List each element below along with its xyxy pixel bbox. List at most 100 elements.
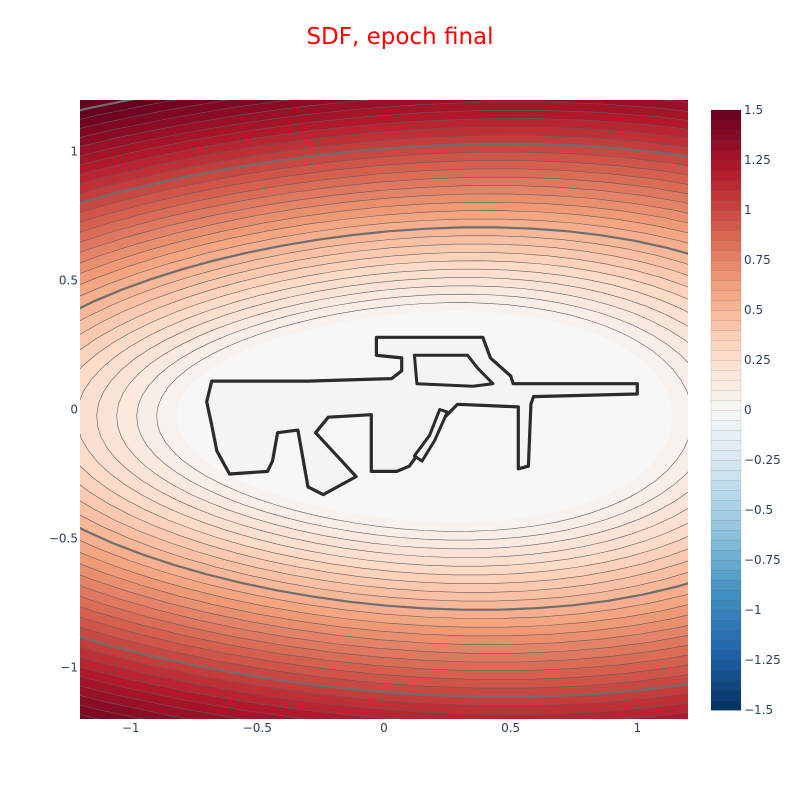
colorbar-band [710,539,742,551]
colorbar-band [710,169,742,181]
colorbar-tick-label: 0.75 [744,253,771,267]
x-tick-label: 0 [380,721,388,735]
colorbar-band [710,339,742,351]
x-tick-label: −0.5 [243,721,272,735]
colorbar-band [710,239,742,251]
y-tick-label: −1 [60,660,78,674]
colorbar-band [710,489,742,501]
zero-level-contour-hole [412,408,449,463]
colorbar [710,109,742,711]
colorbar-band [710,649,742,661]
contour-line [136,293,688,541]
colorbar-tick-label: −1.5 [744,703,773,717]
zero-level-contour-hole [412,353,495,388]
contour-line [80,202,688,637]
contour-line [80,260,688,576]
colorbar-tick-label: 1.25 [744,153,771,167]
colorbar-tick-label: −0.25 [744,453,781,467]
colorbar-band [710,629,742,641]
contour-line [80,210,688,628]
colorbar-band [710,419,742,431]
colorbar-tick-label: −0.75 [744,553,781,567]
contour-line [80,252,688,584]
contour-line [80,268,688,567]
colorbar-band [710,449,742,461]
colorbar-band [710,319,742,331]
colorbar-band [710,359,742,371]
colorbar-band [710,479,742,491]
colorbar-tick-label: −1 [744,603,762,617]
colorbar-band [710,549,742,561]
colorbar-band [710,299,742,311]
colorbar-band [710,349,742,361]
contour-line [80,226,688,611]
y-tick-label: 1 [70,145,78,159]
colorbar-tick-label: 0.5 [744,303,763,317]
colorbar-band [710,289,742,301]
x-tick-label: −1 [122,721,140,735]
colorbar-band [710,509,742,521]
colorbar-band [710,609,742,621]
contour-line [80,235,688,602]
colorbar-band [710,149,742,161]
colorbar-band [710,159,742,171]
colorbar-tick-label: 1.5 [744,103,763,117]
colorbar-tick-label: 0 [744,403,752,417]
colorbar-band [710,279,742,291]
colorbar-band [710,329,742,341]
contour-line [80,243,688,593]
colorbar-band [710,409,742,421]
colorbar-band [710,699,742,711]
y-tick-label: 0 [70,403,78,417]
chart-title: SDF, epoch final [306,24,494,50]
zero-level-contour [205,335,639,497]
colorbar-band [710,229,742,241]
colorbar-band [710,179,742,191]
colorbar-band [710,529,742,541]
y-tick-label: 0.5 [59,274,78,288]
contour-line [156,302,688,532]
colorbar-tick-label: −0.5 [744,503,773,517]
colorbar-band [710,219,742,231]
colorbar-band [710,659,742,671]
colorbar-band [710,399,742,411]
colorbar-band [710,459,742,471]
colorbar-band [710,559,742,571]
contour-lines [80,100,688,719]
y-tick-label: −0.5 [49,531,78,545]
colorbar-band [710,519,742,531]
contour-line [80,185,688,654]
colorbar-band [710,199,742,211]
colorbar-band [710,209,742,221]
colorbar-band [710,129,742,141]
colorbar-band [710,189,742,201]
colorbar-band [710,499,742,511]
colorbar-band [710,249,742,261]
colorbar-band [710,379,742,391]
colorbar-band [710,599,742,611]
colorbar-band [710,589,742,601]
colorbar-band [710,389,742,401]
colorbar-band [710,669,742,681]
colorbar-band [710,429,742,441]
colorbar-band [710,689,742,701]
colorbar-tick-label: 1 [744,203,752,217]
x-tick-label: 0.5 [501,721,520,735]
colorbar-tick-label: 0.25 [744,353,771,367]
colorbar-band [710,369,742,381]
contour-line [96,277,688,558]
colorbar-band [710,139,742,151]
colorbar-band [710,109,742,121]
colorbar-band [710,439,742,451]
colorbar-band [710,469,742,481]
colorbar-band [710,619,742,631]
contour-line [80,218,688,619]
colorbar-band [710,679,742,691]
contour-line [116,285,688,550]
contour-line [80,193,688,645]
colorbar-band [710,639,742,651]
x-tick-label: 1 [634,721,642,735]
colorbar-band [710,269,742,281]
colorbar-band [710,259,742,271]
